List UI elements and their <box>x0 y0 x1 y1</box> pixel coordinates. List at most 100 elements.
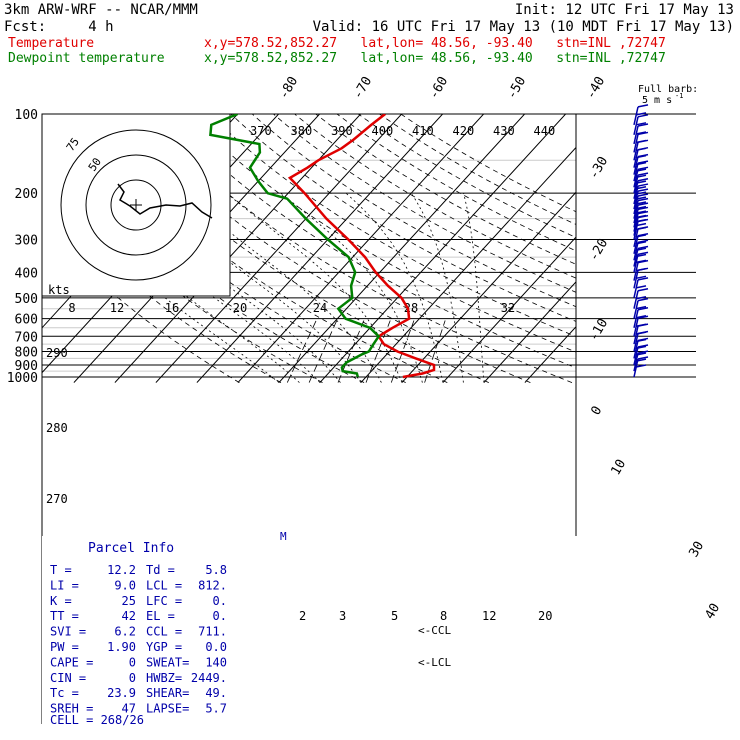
wind-barb-staff <box>633 279 639 298</box>
parcel-field-label: CIN = <box>50 671 86 685</box>
wind-barb-flag <box>635 295 647 300</box>
mixing-ratio-line <box>424 320 446 383</box>
wind-barb-flag <box>637 178 649 182</box>
parcel-field-label: LI = <box>50 578 79 592</box>
wind-barb-flag <box>637 139 649 144</box>
wind-barb-flag <box>635 275 647 280</box>
wind-barb-flag <box>637 356 649 360</box>
wind-barb-flag <box>637 287 649 292</box>
parcel-field-label: Td = <box>146 563 175 577</box>
dry-adiabat-line <box>124 114 531 383</box>
wind-barb-flag <box>637 166 649 171</box>
model-title: 3km ARW-WRF -- NCAR/MMM <box>4 2 198 18</box>
wind-barb-staff <box>633 149 639 168</box>
temp-label--10: -10 <box>586 316 611 344</box>
wind-barb-staff <box>633 333 639 352</box>
wind-barb-flag <box>637 259 649 264</box>
parcel-field-label: PW = <box>50 640 79 654</box>
wind-barb-flag <box>637 131 649 136</box>
parcel-field-label: LAPSE= <box>146 702 189 716</box>
wind-barb-flag <box>635 364 647 368</box>
parcel-field-value: 0. <box>213 609 227 623</box>
mixing-ratio-line <box>390 320 415 383</box>
wind-barb-staff <box>633 254 639 273</box>
wind-barb-staff <box>633 180 639 199</box>
wind-barb-flag <box>637 218 649 223</box>
wind-barb-flag <box>635 122 647 126</box>
wind-barb-staff <box>633 235 639 254</box>
wind-barb-staff <box>633 156 639 175</box>
parcel-field-value: 23.9 <box>107 686 136 700</box>
wind-barb-flag <box>637 267 649 272</box>
mixing-ratio-label-8: 8 <box>440 609 447 623</box>
theta-label-440: 440 <box>534 124 556 138</box>
parcel-field-label: SVI = <box>50 625 86 639</box>
wind-barb-staff <box>633 175 639 194</box>
wind-barb-staff <box>633 106 639 126</box>
temperature-legend-label: Temperature <box>8 36 95 51</box>
wind-barb-flag <box>637 114 649 118</box>
parcel-field-value: 711. <box>198 625 227 639</box>
wind-barb-flag <box>637 104 649 108</box>
parcel-field-value: 2449. <box>191 671 227 685</box>
wind-barb-flag <box>637 239 649 244</box>
pressure-label-500: 500 <box>15 292 38 307</box>
wind-barb-staff <box>633 213 639 232</box>
wind-barb-staff <box>633 221 639 240</box>
pressure-label-600: 600 <box>15 313 38 328</box>
wind-barb-flag <box>637 330 649 335</box>
dry-adiabat-line <box>357 114 576 238</box>
parcel-field-value: 812. <box>198 578 227 592</box>
parcel-field-value: 5.7 <box>205 702 227 716</box>
parcel-field-label: LFC = <box>146 594 182 608</box>
pressure-label-800: 800 <box>15 346 38 361</box>
temp-label--50: -50 <box>504 74 529 102</box>
wind-barb-flag <box>637 297 649 302</box>
wind-barb-staff <box>633 169 639 188</box>
wind-barb-staff <box>633 300 639 319</box>
dry-adiabat-line <box>293 114 576 279</box>
hodo-speed-label-8: 8 <box>68 301 75 315</box>
moist-adiabat-line <box>75 192 300 383</box>
wind-barb-flag <box>637 323 649 327</box>
wind-barb-staff <box>633 217 639 236</box>
wind-barb-staff <box>633 142 639 161</box>
wind-barb-flag <box>635 285 647 289</box>
parcel-field-label: SHEAR= <box>146 686 189 700</box>
hodo-ring-label-75: 75 <box>64 135 82 153</box>
moist-adiabat-line <box>463 193 485 383</box>
wind-barb-flag <box>637 233 649 237</box>
temp-label--70: -70 <box>350 74 375 102</box>
dewpoint-location-info: x,y=578.52,852.27 lat,lon= 48.56, -93.40… <box>204 51 666 66</box>
wind-barb-flag <box>637 214 649 219</box>
parcel-info-box: Parcel Info T = 12.2 Td = 5.8 LI = 9.0 LCL = 812… <box>42 536 252 727</box>
forecast-hour: Fcst: 4 h <box>4 19 114 35</box>
parcel-field-value: 9.0 <box>114 578 136 592</box>
parcel-field-value: 0. <box>213 594 227 608</box>
mixing-ratio-label-5: 5 <box>391 609 398 623</box>
init-time: Init: 12 UTC Fri 17 May 13 <box>514 2 734 18</box>
parcel-field-label: SWEAT= <box>146 655 189 669</box>
parcel-field-label: EL = <box>146 609 175 623</box>
parcel-field-label: K = <box>50 594 72 608</box>
series-line-dewpoint <box>209 114 381 378</box>
wind-barb-flag <box>635 112 647 116</box>
sounding-traces <box>209 114 436 379</box>
parcel-field-value: 1.90 <box>107 640 136 654</box>
pressure-label-200: 200 <box>15 187 38 202</box>
valid-time: Valid: 16 UTC Fri 17 May 13 (10 MDT Fri … <box>312 19 734 35</box>
temp-label--60: -60 <box>426 74 451 102</box>
wind-barb-flag <box>637 344 649 348</box>
isotherm-line <box>237 114 485 383</box>
wind-barb-flag <box>637 277 649 281</box>
pressure-label-900: 900 <box>15 359 38 374</box>
pressure-label-1000: 1000 <box>7 371 38 386</box>
temp-label--80: -80 <box>276 74 301 102</box>
wind-barb-staff <box>633 228 639 248</box>
parcel-field-value: 140 <box>205 655 227 669</box>
lcl-marker: <-LCL <box>418 656 451 669</box>
pressure-label-400: 400 <box>15 266 38 281</box>
wind-barb-flag <box>637 172 649 176</box>
wind-barb-staff <box>633 209 639 228</box>
